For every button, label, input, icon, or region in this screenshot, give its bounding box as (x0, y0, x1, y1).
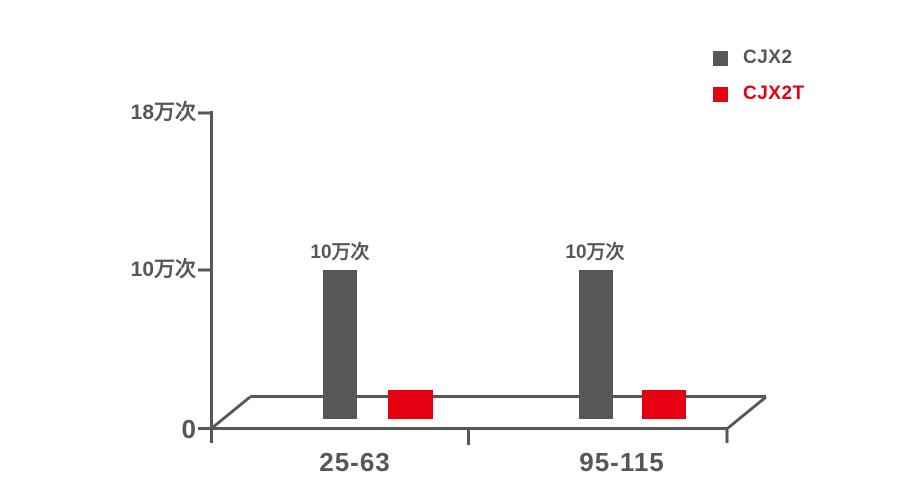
legend-label-cjx2: CJX2 (743, 47, 793, 68)
bar-cjx2-95-115 (579, 270, 613, 419)
bar-cjx2t-25-63 (388, 390, 433, 419)
y-axis-label-0: 0 (181, 414, 196, 444)
legend-label-cjx2t: CJX2T (743, 83, 805, 104)
legend-item-cjx2: CJX2 (713, 47, 805, 68)
y-axis-label-18: 18万次 (130, 101, 196, 124)
x-category-label-1: 25-63 (319, 447, 391, 477)
bar-cjx2-25-63 (323, 270, 357, 419)
bar-value-label-group1: 10万次 (310, 242, 370, 263)
legend-item-cjx2t: CJX2T (713, 83, 805, 104)
floor-left-diagonal (211, 395, 251, 430)
x-category-label-2: 95-115 (579, 447, 665, 477)
bar-cjx2t-95-115 (642, 390, 686, 419)
legend-swatch-cjx2t-icon (713, 86, 728, 102)
y-axis-label-10: 10万次 (130, 258, 196, 281)
floor-right-diagonal (727, 395, 767, 430)
legend: CJX2 CJX2T (713, 47, 805, 104)
legend-swatch-cjx2-icon (713, 50, 728, 66)
bar-value-label-group2: 10万次 (565, 242, 625, 263)
